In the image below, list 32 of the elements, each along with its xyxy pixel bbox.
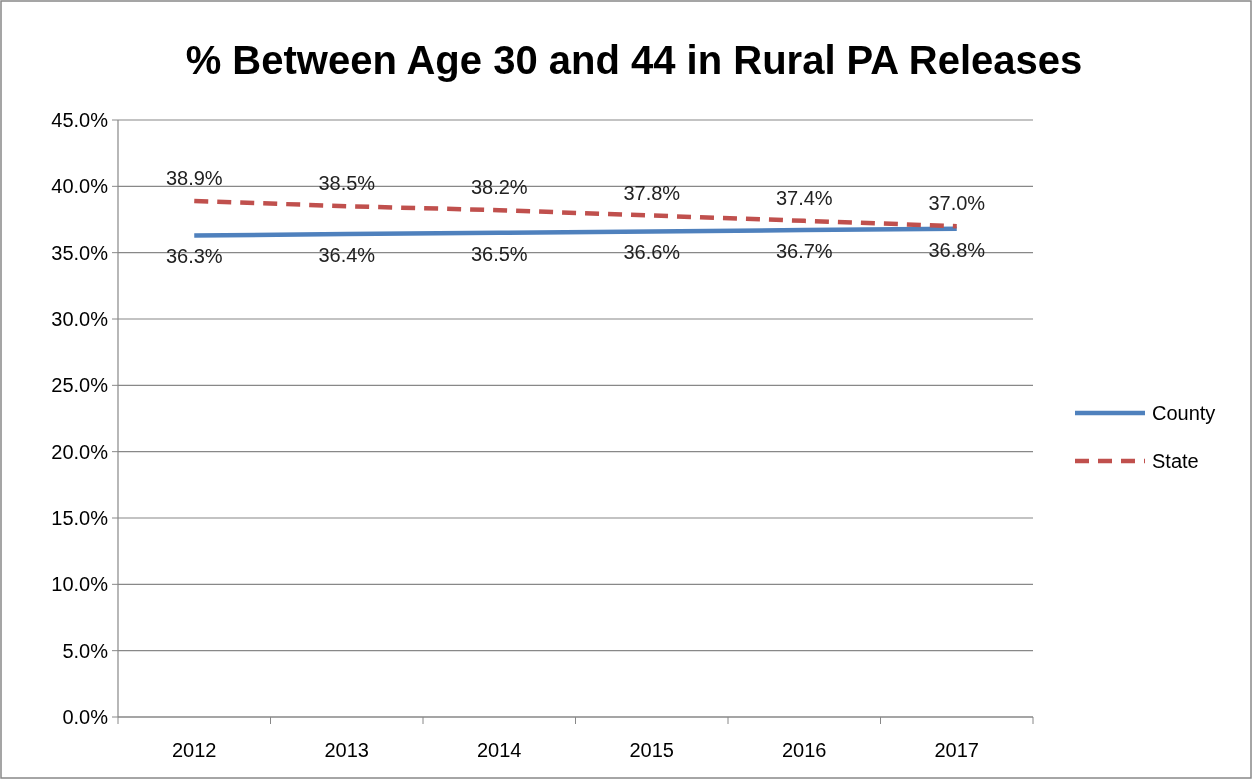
data-label: 38.9% xyxy=(165,166,223,189)
y-tick-label: 40.0% xyxy=(51,175,109,198)
data-label: 38.2% xyxy=(470,176,528,199)
y-tick-label: 25.0% xyxy=(51,374,109,397)
data-label: 36.7% xyxy=(775,240,833,263)
x-tick-label: 2016 xyxy=(782,739,827,761)
x-tick-label: 2015 xyxy=(629,739,674,761)
y-tick-label: 30.0% xyxy=(51,308,109,330)
data-label: 37.8% xyxy=(623,181,681,204)
x-tick-label: 2012 xyxy=(172,739,217,761)
data-label: 36.5% xyxy=(470,242,528,265)
data-label: 36.4% xyxy=(318,244,376,267)
y-tick-label: 20.0% xyxy=(51,440,109,463)
y-tick-label: 35.0% xyxy=(51,241,109,264)
data-label: 36.3% xyxy=(165,245,223,268)
data-label: 37.0% xyxy=(928,192,986,215)
y-tick-label: 10.0% xyxy=(51,573,109,596)
y-tick-label: 15.0% xyxy=(51,507,109,529)
y-tick-label: 45.0% xyxy=(51,109,109,131)
data-label: 37.4% xyxy=(775,186,833,209)
legend-label: State xyxy=(1152,450,1199,472)
x-tick-label: 2013 xyxy=(324,739,369,761)
y-tick-label: 5.0% xyxy=(62,639,109,662)
y-tick-label: 0.0% xyxy=(62,706,109,728)
data-label: 38.5% xyxy=(318,172,376,195)
data-label: 36.6% xyxy=(623,241,681,264)
data-label: 36.8% xyxy=(928,238,986,261)
chart-title: % Between Age 30 and 44 in Rural PA Releases xyxy=(185,38,1083,82)
legend-label: County xyxy=(1152,402,1216,424)
x-tick-label: 2014 xyxy=(477,739,522,761)
x-tick-label: 2017 xyxy=(934,739,979,761)
line-series xyxy=(192,226,959,238)
